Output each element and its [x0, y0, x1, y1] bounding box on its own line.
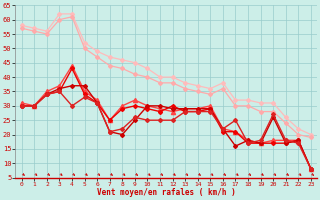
X-axis label: Vent moyen/en rafales ( km/h ): Vent moyen/en rafales ( km/h ): [97, 188, 236, 197]
